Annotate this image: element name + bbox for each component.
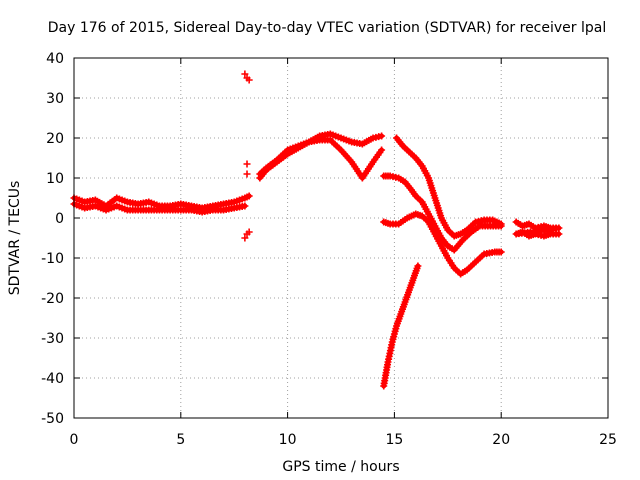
x-tick-label: 10: [279, 432, 297, 448]
x-tick-label: 25: [599, 432, 617, 448]
data-point: [414, 262, 422, 270]
data-point: [378, 132, 386, 140]
y-tick-label: 20: [46, 131, 64, 147]
x-axis-label: GPS time / hours: [282, 459, 399, 475]
data-point: [243, 160, 251, 168]
y-tick-label: -10: [41, 251, 64, 267]
x-tick-label: 15: [385, 432, 403, 448]
data-point: [241, 202, 249, 210]
y-tick-label: 40: [46, 51, 64, 67]
chart-title: Day 176 of 2015, Sidereal Day-to-day VTE…: [48, 20, 606, 36]
y-tick-label: 30: [46, 91, 64, 107]
x-tick-label: 0: [70, 432, 79, 448]
data-point: [245, 76, 253, 84]
data-points: [70, 70, 563, 390]
data-point: [378, 146, 386, 154]
grid: [74, 58, 608, 418]
y-tick-label: -20: [41, 291, 64, 307]
data-point: [497, 220, 505, 228]
plot-frame: [73, 57, 609, 419]
data-point: [241, 70, 249, 78]
data-point: [243, 170, 251, 178]
y-tick-label: -40: [41, 371, 64, 387]
data-point: [245, 192, 253, 200]
x-tick-label: 5: [176, 432, 185, 448]
y-axis-label: SDTVAR / TECUs: [7, 181, 23, 296]
data-point: [497, 248, 505, 256]
data-point: [245, 228, 253, 236]
data-point: [555, 230, 563, 238]
y-tick-label: 10: [46, 171, 64, 187]
y-tick-label: 0: [55, 211, 64, 227]
y-tick-label: -50: [41, 411, 64, 427]
x-tick-label: 20: [492, 432, 510, 448]
tick-labels: 0 5 10 15 20 25 40 30 20 10 0 -10 -20 -30 -40 -50: [41, 51, 617, 448]
data-point: [241, 234, 249, 242]
y-tick-label: -30: [41, 331, 64, 347]
